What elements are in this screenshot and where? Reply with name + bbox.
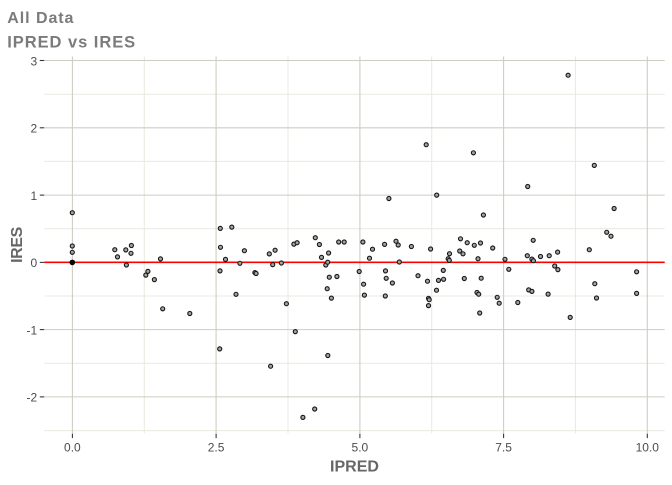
- svg-text:2.5: 2.5: [208, 441, 225, 455]
- svg-text:-1: -1: [27, 323, 38, 337]
- svg-text:0: 0: [31, 256, 38, 270]
- svg-text:5.0: 5.0: [352, 441, 369, 455]
- svg-text:IPRED: IPRED: [330, 458, 379, 475]
- svg-text:2: 2: [31, 122, 38, 136]
- svg-text:IPRED vs IRES: IPRED vs IRES: [7, 34, 136, 52]
- svg-text:IRES: IRES: [9, 226, 26, 262]
- svg-text:0.0: 0.0: [64, 441, 81, 455]
- svg-text:10.0: 10.0: [636, 441, 660, 455]
- svg-text:1: 1: [31, 189, 38, 203]
- svg-text:All Data: All Data: [7, 10, 74, 27]
- svg-text:-2: -2: [27, 391, 38, 405]
- svg-text:3: 3: [31, 54, 38, 68]
- svg-text:7.5: 7.5: [495, 441, 512, 455]
